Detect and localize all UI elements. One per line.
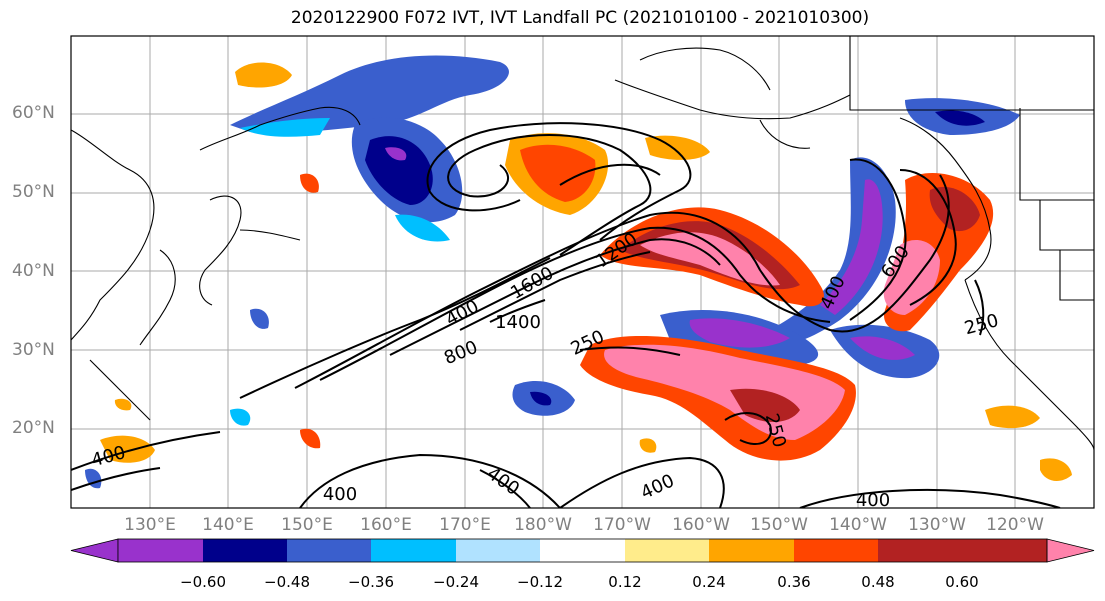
colorbar-tick-label: 0.24 (692, 573, 726, 591)
lon-label: 180°W (514, 515, 572, 535)
colorbar-segment (540, 539, 625, 562)
map-title: 2020122900 F072 IVT, IVT Landfall PC (20… (290, 8, 870, 28)
lat-label: 20°N (12, 418, 55, 438)
colorbar-segment (709, 539, 794, 562)
lon-label: 130°W (908, 515, 966, 535)
lon-label: 150°W (750, 515, 808, 535)
lat-label: 30°N (12, 340, 55, 360)
positive-anomaly-regions (100, 62, 1072, 482)
lon-label: 140°W (829, 515, 887, 535)
lon-label: 160°W (672, 515, 730, 535)
lat-label: 60°N (12, 103, 55, 123)
colorbar-tick-label: −0.48 (264, 573, 310, 591)
lon-label: 150°E (281, 515, 333, 535)
lat-label: 50°N (12, 182, 55, 202)
colorbar-segment (203, 539, 287, 562)
lon-label: 170°E (439, 515, 491, 535)
lon-label: 140°E (202, 515, 254, 535)
colorbar-tick-label: 0.12 (608, 573, 642, 591)
colorbar-tick-label: −0.60 (180, 573, 226, 591)
colorbar-tick-label: −0.12 (517, 573, 563, 591)
ivt-contours (71, 122, 1061, 508)
colorbar-tick-label: −0.24 (433, 573, 479, 591)
colorbar-segment (878, 539, 1047, 562)
colorbar-tick-label: 0.36 (777, 573, 811, 591)
colorbar-segment (371, 539, 456, 562)
map-frame (70, 35, 1095, 509)
coastlines (71, 36, 1094, 451)
colorbar-extend-low (70, 538, 119, 563)
colorbar-extend-high (1046, 538, 1095, 563)
colorbar-segment (287, 539, 371, 562)
colorbar-segment (118, 539, 203, 562)
lon-label: 120°W (986, 515, 1044, 535)
colorbar-tick-label: 0.60 (945, 573, 979, 591)
colorbar-segment (625, 539, 709, 562)
lon-label: 130°E (124, 515, 176, 535)
lat-label: 40°N (12, 261, 55, 281)
negative-anomaly-regions (85, 55, 1020, 489)
colorbar-segment (456, 539, 540, 562)
colorbar-frame (117, 538, 1048, 563)
colorbar-segment (794, 539, 878, 562)
lon-label: 160°E (360, 515, 412, 535)
colorbar-tick-label: −0.36 (348, 573, 394, 591)
colorbar (70, 538, 1095, 563)
colorbar-tick-label: 0.48 (861, 573, 895, 591)
lon-label: 170°W (593, 515, 651, 535)
